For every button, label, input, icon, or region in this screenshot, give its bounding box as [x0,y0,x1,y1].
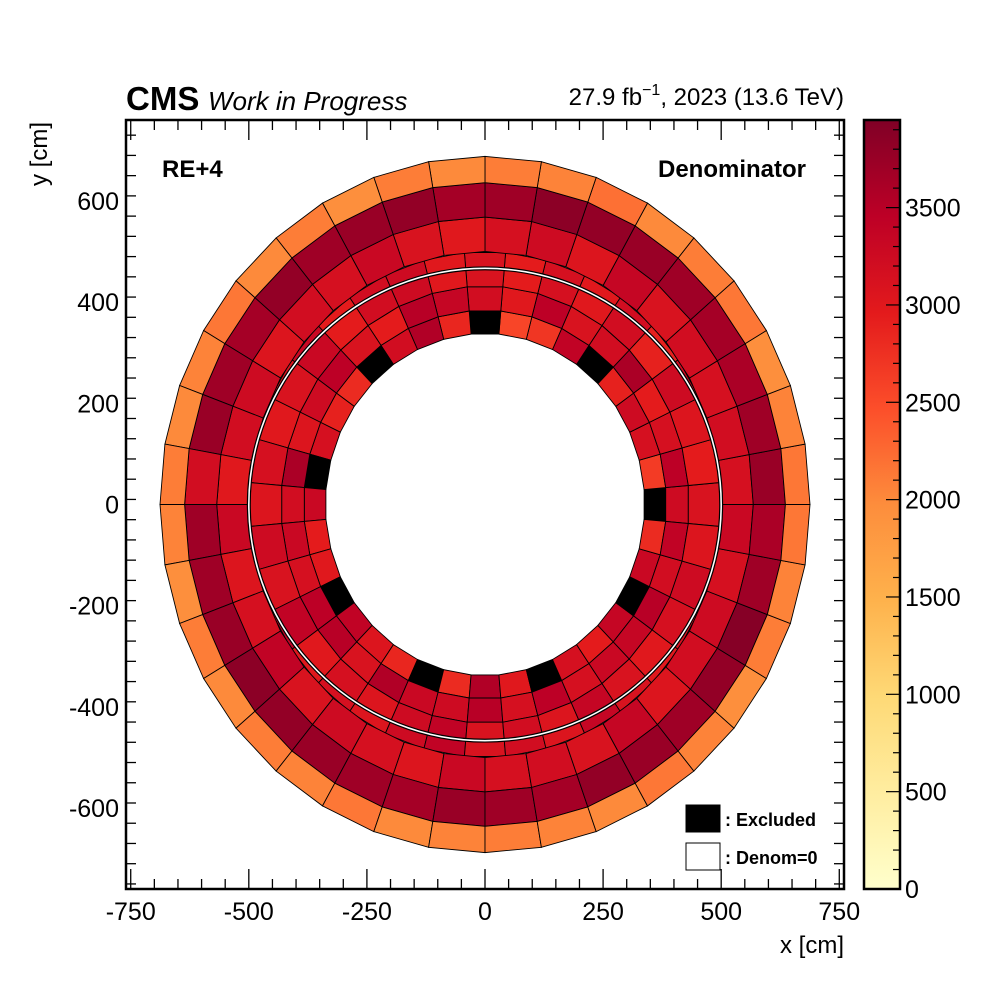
cms-logo-text: CMS [126,80,199,117]
heatmap-cell [437,753,486,793]
heatmap-cell [780,504,811,566]
heatmap-cell [428,155,486,189]
heatmap-cell [432,787,486,827]
y-tick-label: 400 [77,289,119,317]
heatmap-cell [249,482,283,527]
chamber-boundary-circles [246,266,724,743]
y-tick-label: 0 [105,492,119,520]
colorbar-tick-label: 2500 [905,389,961,417]
colorbar-ticks: 0 500 1000 1500 2000 2500 3000 3500 [886,129,961,904]
colorbar [862,118,902,891]
station-label: RE+4 [162,156,223,183]
x-tick-label: 250 [582,898,624,926]
heatmap-cell [281,485,305,524]
heatmap-cell [184,504,222,561]
work-in-progress-label: Work in Progress [208,86,407,116]
heatmap-cell [468,674,502,699]
legend-excluded-swatch [685,804,721,833]
heatmap-cell [484,155,542,189]
luminosity-label: 27.9 fb−1, 2023 (13.6 TeV) [569,82,844,111]
heatmap-cell [437,216,486,256]
heatmap-cell [484,787,538,827]
heatmap-cell [484,753,533,793]
legend-excluded-label: : Excluded [725,810,816,830]
excluded-cell [643,487,667,522]
colorbar-tick-label: 0 [905,876,919,904]
y-tick-label: 600 [77,188,119,216]
legend-denom-zero-swatch [685,842,721,871]
y-tick-label: -400 [69,694,119,722]
y-tick-label: -600 [69,795,119,823]
heatmap-cell [159,504,190,566]
x-tick-label: -500 [224,898,274,926]
y-axis-title: y [cm] [26,122,53,186]
colorbar-tick-label: 500 [905,779,947,807]
colorbar-tick-label: 2000 [905,487,961,515]
heatmap-cell [432,182,486,222]
axis-tick-labels: -750 -500 -250 0 250 500 750 -600 -400 -200 0 200 40… [69,188,860,926]
heatmap-cell [303,487,327,522]
colorbar-tick-label: 3500 [905,195,961,223]
colorbar-tick-label: 3000 [905,292,961,320]
colorbar-tick-label: 1500 [905,584,961,612]
x-axis-title: x [cm] [780,932,844,959]
heatmap-cell [466,286,504,312]
heatmap-cell [687,482,721,527]
heatmap-cell [780,443,811,505]
y-tick-label: 200 [77,390,119,418]
heatmap-cell [484,820,542,854]
x-tick-label: 500 [700,898,742,926]
x-tick-label: 0 [478,898,492,926]
x-tick-label: 750 [818,898,860,926]
x-tick-label: -750 [106,898,156,926]
heatmap-cell [748,504,786,561]
colorbar-tick-label: 1000 [905,681,961,709]
heatmap-cell [159,443,190,505]
heatmap-cell [665,485,689,524]
heatmap-cell [484,182,538,222]
x-tick-label: -250 [342,898,392,926]
legend-denom-zero-label: : Denom=0 [725,848,818,868]
heatmap-cell [484,216,533,256]
quantity-label: Denominator [658,156,806,183]
heatmap-cell [184,448,222,505]
heatmap-cell [466,697,504,723]
heatmap-cells [159,155,811,854]
chamber-boundary-line [248,267,722,742]
legend: : Excluded : Denom=0 [685,804,818,871]
y-tick-label: -200 [69,593,119,621]
excluded-cell [468,310,502,335]
heatmap-cell [748,448,786,505]
heatmap-cell [428,820,486,854]
axis-ticks [126,120,844,889]
